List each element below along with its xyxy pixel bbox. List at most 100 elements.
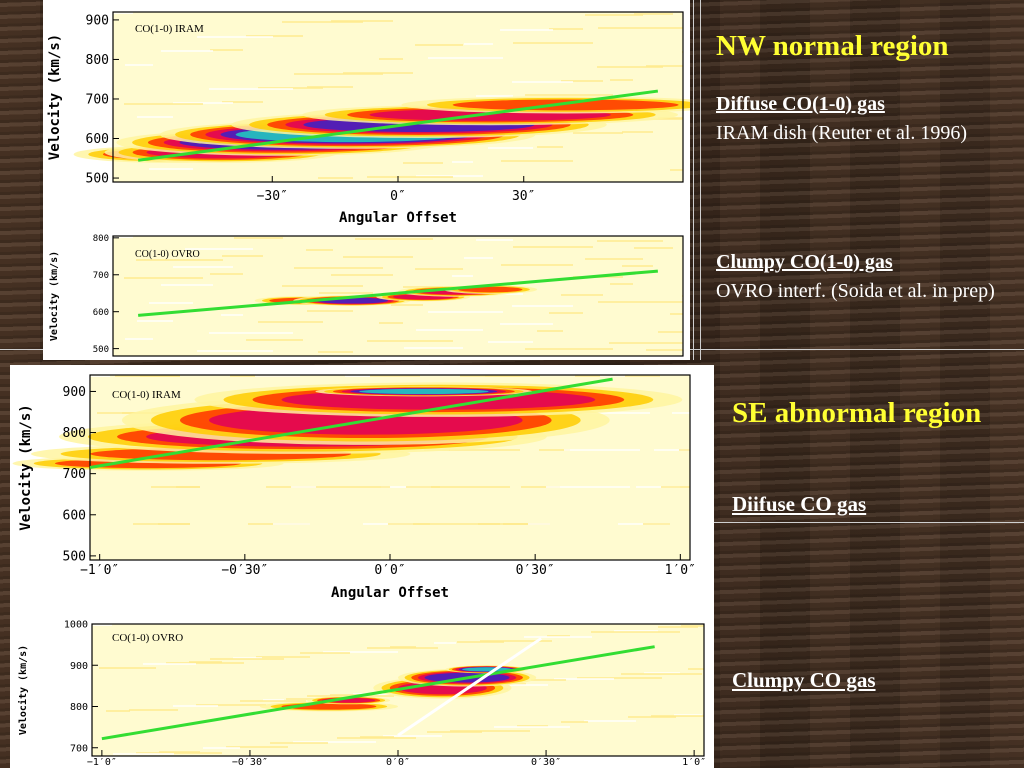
noise-streak: [293, 741, 376, 743]
noise-streak: [585, 14, 643, 16]
noise-streak: [210, 273, 243, 275]
noise-streak: [524, 636, 592, 638]
noise-streak: [449, 449, 520, 451]
noise-streak: [367, 647, 438, 649]
noise-streak: [670, 169, 683, 171]
noise-streak: [203, 747, 240, 749]
emission-blob: [359, 388, 489, 395]
noise-streak: [209, 88, 293, 90]
noise-streak: [416, 329, 483, 331]
noise-streak: [636, 486, 680, 488]
table-divider: [693, 0, 694, 360]
noise-streak: [452, 161, 473, 163]
noise-streak: [501, 160, 573, 162]
noise-streak: [367, 176, 453, 178]
noise-streak: [137, 116, 173, 118]
x-tick-label: −1′0″: [80, 563, 119, 578]
noise-streak: [450, 730, 530, 732]
noise-streak: [561, 721, 588, 723]
noise-streak: [307, 86, 353, 88]
noise-streak: [609, 342, 683, 344]
noise-streak: [670, 313, 683, 315]
noise-streak: [549, 28, 583, 30]
noise-streak: [537, 330, 563, 332]
plot-frame: [112, 235, 684, 357]
noise-streak: [355, 238, 433, 240]
noise-streak: [173, 705, 218, 707]
noise-streak: [634, 247, 673, 249]
noise-streak: [136, 752, 222, 754]
noise-streak: [476, 239, 513, 241]
noise-streak: [291, 486, 320, 488]
noise-streak: [379, 322, 403, 324]
noise-streak: [391, 304, 423, 306]
noise-streak: [464, 257, 493, 259]
noise-streak: [140, 375, 180, 377]
x-tick-label: −0′30″: [232, 757, 268, 768]
noise-streak: [124, 277, 203, 279]
noise-streak: [500, 29, 553, 31]
noise-streak: [286, 698, 332, 700]
x-tick-label: 1′0″: [682, 757, 706, 768]
noise-streak: [476, 95, 513, 97]
noise-streak: [151, 486, 200, 488]
noise-streak: [494, 726, 570, 728]
noise-streak: [113, 12, 133, 14]
noise-streak: [501, 264, 573, 266]
noise-streak: [367, 340, 453, 342]
noise-streak: [388, 523, 430, 525]
noise-streak: [415, 44, 463, 46]
noise-texture: [113, 236, 683, 353]
noise-streak: [294, 73, 383, 75]
noise-streak: [428, 311, 503, 313]
noise-streak: [597, 240, 663, 242]
nw-clumpy-body: OVRO interf. (Soida et al. in prep): [716, 280, 995, 302]
noise-streak: [307, 310, 353, 312]
noise-streak: [452, 275, 473, 277]
noise-streak: [273, 523, 310, 525]
noise-streak: [161, 284, 213, 286]
noise-streak: [403, 162, 443, 164]
fit-line: [138, 269, 658, 317]
fit-line: [101, 645, 655, 741]
table-divider: [700, 522, 1024, 523]
noise-streak: [658, 331, 683, 333]
nw-clumpy-heading: Clumpy CO(1-0) gas: [716, 251, 893, 273]
noise-streak: [256, 656, 310, 658]
noise-streak: [597, 66, 663, 68]
noise-streak: [431, 486, 510, 488]
noise-streak: [521, 486, 560, 488]
noise-streak: [488, 147, 533, 149]
noise-streak: [646, 349, 683, 351]
noise-streak: [161, 50, 213, 52]
noise-streak: [92, 624, 112, 626]
noise-streak: [554, 678, 614, 680]
noise-streak: [124, 103, 203, 105]
noise-streak: [598, 301, 683, 303]
noise-streak: [318, 351, 353, 353]
y-tick-label: 700: [86, 93, 109, 108]
noise-streak: [143, 663, 196, 665]
noise-streak: [525, 94, 613, 96]
noise-streak: [99, 667, 156, 669]
noise-streak: [158, 523, 190, 525]
noise-streak: [573, 132, 623, 134]
fit-line: [89, 377, 613, 469]
y-tick-label: 700: [63, 467, 86, 482]
noise-streak: [125, 338, 153, 340]
y-axis-label: Velocity (km/s): [18, 404, 34, 530]
x-tick-label: 0″: [390, 189, 406, 204]
noise-streak: [383, 735, 442, 737]
x-tick-label: −1′0″: [87, 757, 117, 768]
noise-streak: [610, 283, 633, 285]
noise-streak: [427, 731, 482, 733]
chart-se-ovro: 700 800 900 1000 −1′0″ −0′30″ 0′0″ 0′30″ 1′0″ Vel…: [10, 612, 714, 768]
noise-streak: [221, 314, 243, 316]
y-tick-label: 1000: [64, 620, 88, 631]
noise-streak: [485, 375, 540, 377]
noise-streak: [512, 81, 573, 83]
y-axis-label: Velocity (km/s): [17, 645, 29, 735]
noise-streak: [166, 662, 244, 664]
y-tick-label: 900: [70, 661, 88, 672]
y-tick-label: 800: [63, 426, 86, 441]
